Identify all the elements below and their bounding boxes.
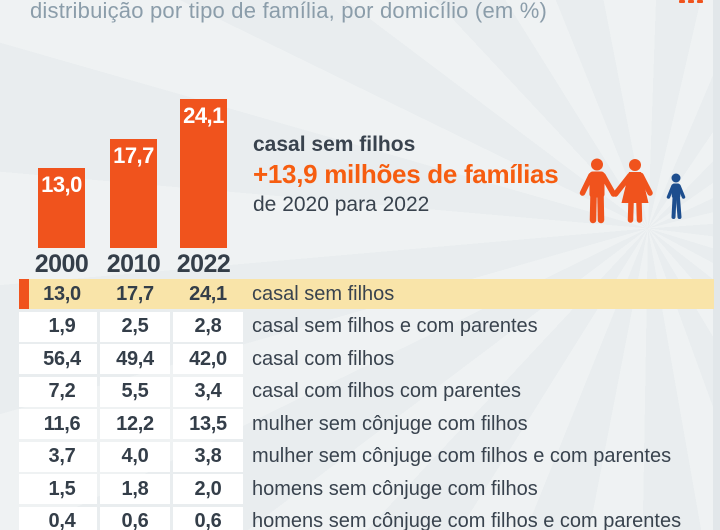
table-value-cell: 1,9 xyxy=(19,311,97,342)
table-value-cell: 0,6 xyxy=(100,506,170,530)
table-value-cell: 1,5 xyxy=(19,474,97,504)
bar-2000: 13,0 xyxy=(38,168,85,248)
annotation-series-label: casal sem filhos xyxy=(253,133,416,156)
table-value-cell: 24,1 xyxy=(189,282,227,305)
dot xyxy=(679,0,685,3)
table-row: 7,2 5,5 3,4 casal com filhos com parentes xyxy=(19,376,714,407)
table-value-cell: 2,8 xyxy=(173,311,243,342)
table-row: 0,4 0,6 0,6 homens sem cônjuge com filhos e… xyxy=(19,506,714,530)
table-value-cell: 2,0 xyxy=(173,474,243,504)
axis-year-label: 2000 xyxy=(34,250,89,278)
bar-value-label: 13,0 xyxy=(41,172,82,197)
table-value-cell: 3,4 xyxy=(173,376,243,407)
table-value-cell: 13,5 xyxy=(173,409,243,439)
table-value-cell: 0,6 xyxy=(173,506,243,530)
table-row: 11,6 12,2 13,5 mulher sem cônjuge com filho… xyxy=(19,409,714,439)
family-pictogram-icon xyxy=(579,158,686,224)
annotation-headline: +13,9 milhões de famílias xyxy=(253,159,559,189)
table-row-label: homens sem cônjuge com filhos xyxy=(252,477,538,500)
ellipsis-dots-icon xyxy=(679,0,703,3)
table-value-cell: 56,4 xyxy=(19,344,97,374)
dot xyxy=(697,0,703,3)
table-value-cell: 13,0 xyxy=(43,282,81,305)
table-value-cell: 11,6 xyxy=(19,409,97,439)
table-value-cell: 1,8 xyxy=(100,474,170,504)
highlight-annotation: casal sem filhos +13,9 milhões de famíli… xyxy=(253,131,559,219)
table-value-cell: 5,5 xyxy=(100,376,170,407)
table-row-label: mulher sem cônjuge com filhos e com pare… xyxy=(252,445,672,467)
table-value-cell: 12,2 xyxy=(100,409,170,439)
table-row: 3,7 4,0 3,8 mulher sem cônjuge com filhos e… xyxy=(19,441,714,472)
table-row-highlighted: 13,0 17,7 24,1 casal sem filhos xyxy=(19,279,714,309)
table-value-cell: 42,0 xyxy=(173,344,243,374)
child-icon xyxy=(666,173,686,219)
axis-year-label: 2010 xyxy=(106,250,161,278)
page-title: distribuição por tipo de família, por do… xyxy=(30,0,548,23)
table-row-label: casal sem filhos e com parentes xyxy=(252,315,538,337)
table-value-cell: 4,0 xyxy=(100,441,170,472)
table-row-label: mulher sem cônjuge com filhos xyxy=(252,412,528,435)
bar-2010: 17,7 xyxy=(110,139,157,248)
table-value-cell: 3,8 xyxy=(173,441,243,472)
table-value-cell: 49,4 xyxy=(100,344,170,374)
table-row-label: casal com filhos com parentes xyxy=(252,380,522,402)
table-value-cell: 0,4 xyxy=(19,506,97,530)
annotation-period: de 2020 para 2022 xyxy=(253,193,430,216)
dot xyxy=(688,0,694,3)
table-value-cell: 2,5 xyxy=(100,311,170,342)
table-row: 1,9 2,5 2,8 casal sem filhos e com parentes xyxy=(19,311,714,342)
table-row: 56,4 49,4 42,0 casal com filhos xyxy=(19,344,714,374)
table-value-cell: 17,7 xyxy=(116,282,154,305)
table-row-label: homens sem cônjuge com filhos e com pare… xyxy=(252,510,682,530)
bar-value-label: 17,7 xyxy=(113,143,154,168)
family-type-table: 13,0 17,7 24,1 casal sem filhos 1,9 2,5 2,8 cas… xyxy=(0,279,720,530)
axis-year-label: 2022 xyxy=(176,250,231,278)
table-row-label: casal sem filhos xyxy=(252,282,395,305)
man-icon xyxy=(579,158,617,224)
table-row: 1,5 1,8 2,0 homens sem cônjuge com filhos xyxy=(19,474,714,504)
table-row-label: casal com filhos xyxy=(252,347,395,370)
table-value-cell: 7,2 xyxy=(19,376,97,407)
table-value-cell: 3,7 xyxy=(19,441,97,472)
bar-2022: 24,1 xyxy=(180,99,227,248)
page-right-margin xyxy=(713,0,720,530)
bar-value-label: 24,1 xyxy=(183,103,224,128)
woman-icon xyxy=(612,159,653,223)
